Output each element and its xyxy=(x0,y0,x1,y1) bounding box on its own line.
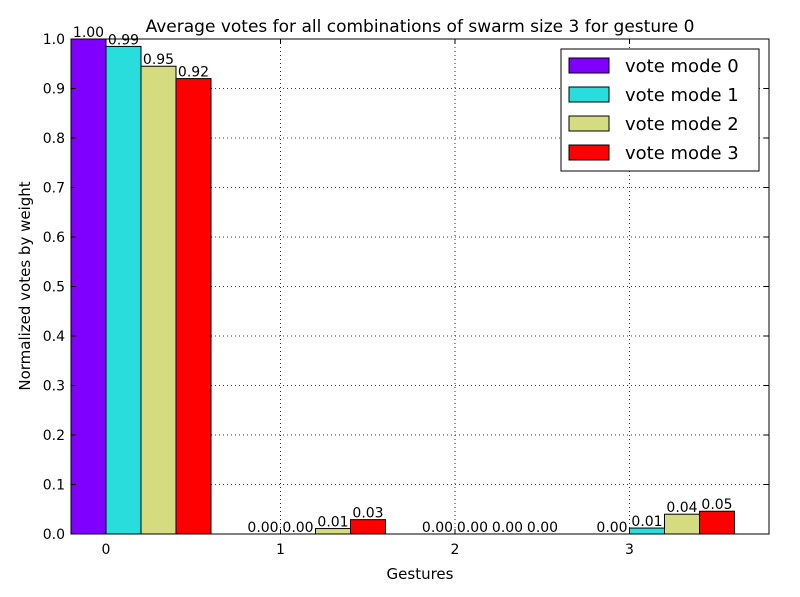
x-tick-label: 0 xyxy=(102,542,111,558)
bar xyxy=(70,38,107,535)
bar-value-label: 0.03 xyxy=(352,506,383,522)
y-tick-label: 0.2 xyxy=(43,428,65,444)
bar-value-label: 0.00 xyxy=(492,520,523,536)
bar-value-label: 0.01 xyxy=(317,515,348,531)
legend: vote mode 0 vote mode 1 vote mode 2 vote mo… xyxy=(560,48,760,172)
legend-swatch xyxy=(568,57,610,74)
bar-value-label: 0.05 xyxy=(701,497,732,513)
bar-value-label: 0.01 xyxy=(631,514,662,530)
bar-value-label: 0.92 xyxy=(178,65,209,81)
y-tick-label: 0.0 xyxy=(43,527,65,543)
bar xyxy=(664,513,700,535)
bar xyxy=(175,78,212,535)
bar-value-label: 1.00 xyxy=(73,25,104,41)
y-tick-label: 0.7 xyxy=(43,181,65,197)
legend-swatch xyxy=(568,86,610,103)
bar xyxy=(699,510,735,535)
bar-value-label: 0.00 xyxy=(247,520,278,536)
bar-value-label: 0.00 xyxy=(457,520,488,536)
y-tick-label: 0.9 xyxy=(43,82,65,98)
bar xyxy=(140,65,177,535)
y-tick-label: 0.1 xyxy=(43,478,65,494)
y-tick-label: 0.3 xyxy=(43,379,65,395)
y-tick-label: 0.8 xyxy=(43,131,65,147)
x-tick-label: 1 xyxy=(276,542,285,558)
y-tick-label: 1.0 xyxy=(43,32,65,48)
chart-title: Average votes for all combinations of sw… xyxy=(146,17,695,37)
y-tick-label: 0.4 xyxy=(43,329,65,345)
bar xyxy=(105,45,142,535)
x-tick-label: 3 xyxy=(625,542,634,558)
bar-value-label: 0.00 xyxy=(596,520,627,536)
legend-swatch xyxy=(568,144,610,161)
legend-label: vote mode 3 xyxy=(625,143,739,164)
y-tick-label: 0.6 xyxy=(43,230,65,246)
bar xyxy=(350,519,386,535)
legend-label: vote mode 2 xyxy=(625,114,739,135)
bar-value-label: 0.04 xyxy=(666,500,697,516)
bar-value-label: 0.00 xyxy=(527,520,558,536)
x-tick-label: 2 xyxy=(451,542,460,558)
bar-value-label: 0.95 xyxy=(143,52,174,68)
legend-swatch xyxy=(568,115,610,132)
data-labels: 1.000.00 0.00 0.000.990.00 0.00 0.010.950.01… xyxy=(73,25,733,536)
y-axis-label: Normalized votes by weight xyxy=(16,181,34,390)
bar-value-label: 0.00 xyxy=(422,520,453,536)
bar-value-label: 0.99 xyxy=(108,32,139,48)
y-tick-label: 0.5 xyxy=(43,280,65,296)
bar-value-label: 0.00 xyxy=(282,520,313,536)
x-axis-label: Gestures xyxy=(387,565,454,583)
legend-label: vote mode 1 xyxy=(625,85,739,106)
legend-label: vote mode 0 xyxy=(625,56,739,77)
y-axis-ticks: 0.0 0.1 0.2 0.3 0.4 0.5 0.6 0.7 0.8 0.9 1.0 xyxy=(43,32,769,543)
x-axis-ticks: 0 1 2 3 xyxy=(102,39,634,558)
